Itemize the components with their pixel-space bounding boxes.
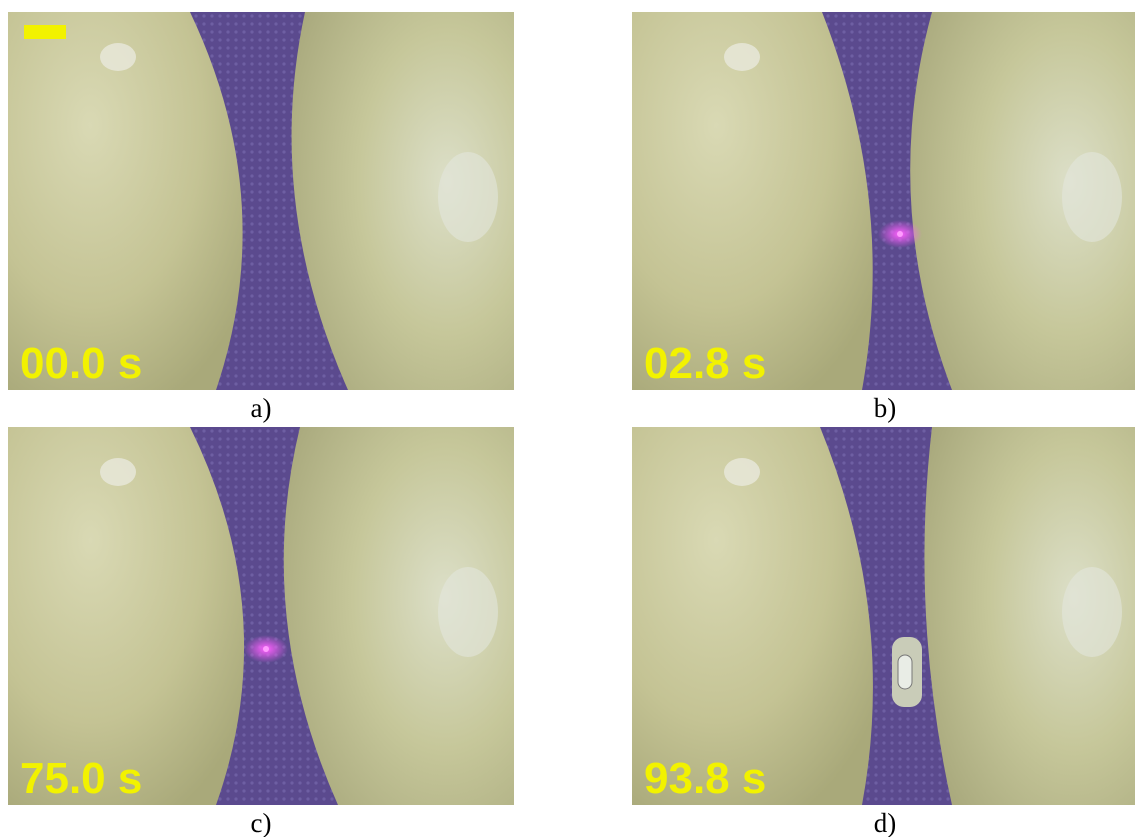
highlight — [724, 43, 760, 71]
droplet — [898, 655, 912, 689]
timestamp: 93.8 s — [644, 754, 766, 803]
timestamp: 02.8 s — [644, 339, 766, 388]
caption: a) — [8, 393, 514, 423]
caption: c) — [8, 808, 514, 837]
caption: b) — [632, 393, 1135, 423]
highlight — [438, 567, 498, 657]
timestamp: 00.0 s — [20, 339, 142, 388]
highlight — [100, 458, 136, 486]
photo: 75.0 s — [8, 427, 514, 805]
figure: 00.0 s a) 02.8 s b) 75.0 s c) 93.8 s d) — [0, 0, 1135, 837]
photo: 02.8 s — [632, 12, 1135, 390]
highlight — [1062, 567, 1122, 657]
spark-core — [263, 646, 269, 652]
highlight — [724, 458, 760, 486]
highlight — [438, 152, 498, 242]
timestamp: 75.0 s — [20, 754, 142, 803]
left-grape — [632, 427, 873, 805]
scale-bar — [24, 25, 66, 39]
caption: d) — [632, 808, 1135, 837]
left-grape — [632, 12, 873, 390]
highlight — [100, 43, 136, 71]
spark-core — [897, 231, 903, 237]
highlight — [1062, 152, 1122, 242]
photo: 00.0 s — [8, 12, 514, 390]
photo: 93.8 s — [632, 427, 1135, 805]
